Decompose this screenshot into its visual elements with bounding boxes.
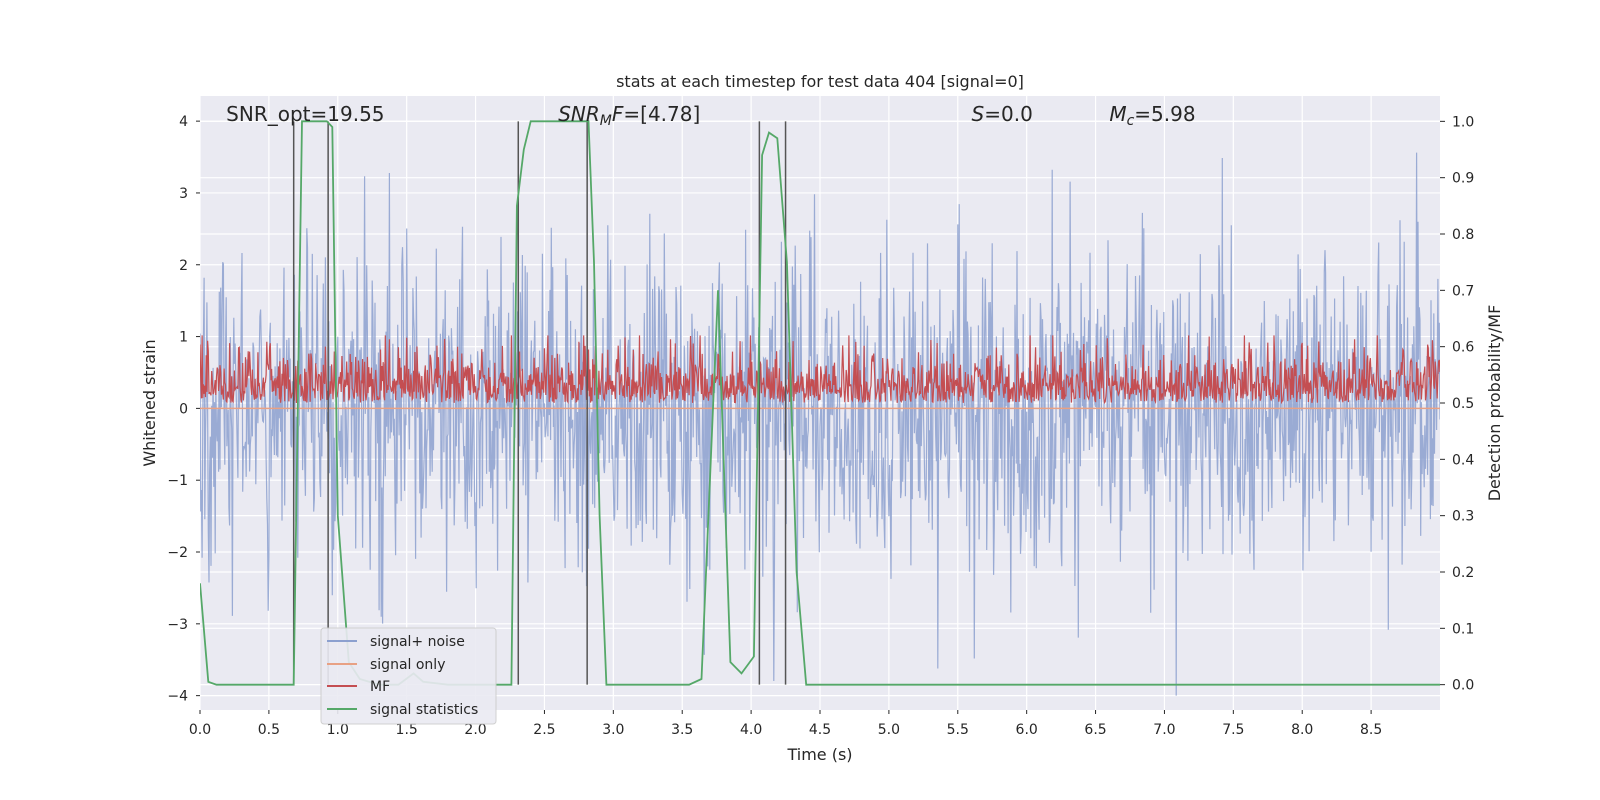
y2-tick-label: 0.9 <box>1452 171 1474 187</box>
legend: signal+ noise signal only MF signal stat… <box>320 627 497 725</box>
y-axis-label: Whitened strain <box>140 339 159 466</box>
series-signal-statistics <box>200 120 1440 686</box>
x-tick-label: 4.5 <box>809 722 831 738</box>
x-tick-label: 8.5 <box>1360 722 1382 738</box>
x-tick-label: 0.0 <box>189 722 211 738</box>
y2-tick-label: 0.7 <box>1452 283 1474 299</box>
series <box>200 120 1440 696</box>
x-tick-label: 7.5 <box>1222 722 1244 738</box>
axes: 0.0 0.5 1.0 1.5 2.0 2.5 3.0 3.5 4.0 4.5 5.0 5.5 6.0 6… <box>167 114 1474 738</box>
x-tick-label: 3.0 <box>602 722 624 738</box>
annotation-snr-mf: SNRMF=[4.78] <box>558 102 700 129</box>
y-tick-label: 1 <box>179 330 188 346</box>
x-axis-label: Time (s) <box>786 745 852 764</box>
y2-tick-label: 1.0 <box>1452 114 1474 130</box>
annotation-s: S=0.0 <box>972 102 1033 126</box>
y-tick-label: 3 <box>179 186 188 202</box>
x-tick-label: 6.0 <box>1016 722 1038 738</box>
x-tick-label: 1.0 <box>327 722 349 738</box>
x-tick-label: 6.5 <box>1084 722 1106 738</box>
y-tick-label: −3 <box>167 617 188 633</box>
y-tick-label: −4 <box>167 689 188 705</box>
series-mf <box>200 335 1440 405</box>
y-tick-label: 4 <box>179 114 188 130</box>
annotations: SNR_opt=19.55 SNRMF=[4.78] S=0.0 Mc=5.98 <box>226 102 1195 129</box>
y-tick-label: 2 <box>179 258 188 274</box>
x-tick-label: 3.5 <box>671 722 693 738</box>
legend-label-signal-statistics: signal statistics <box>370 702 478 718</box>
y2-tick-label: 0.8 <box>1452 227 1474 243</box>
y-tick-label: −2 <box>167 545 188 561</box>
x-tick-label: 0.5 <box>258 722 280 738</box>
y2-tick-label: 0.5 <box>1452 396 1474 412</box>
legend-label-mf: MF <box>370 679 390 695</box>
y2-tick-label: 0.6 <box>1452 340 1474 356</box>
x-tick-label: 8.0 <box>1291 722 1313 738</box>
chart-title: stats at each timestep for test data 404… <box>616 72 1024 91</box>
y2-tick-label: 0.4 <box>1452 452 1474 468</box>
legend-label-signal-only: signal only <box>370 657 445 673</box>
legend-label-signal-noise: signal+ noise <box>370 634 465 650</box>
y2-axis-label: Detection probability/MF <box>1485 305 1504 502</box>
x-tick-label: 4.0 <box>740 722 762 738</box>
y-tick-label: −1 <box>167 473 188 489</box>
x-tick-label: 7.0 <box>1153 722 1175 738</box>
y2-tick-label: 0.0 <box>1452 678 1474 694</box>
legend-box <box>320 627 497 725</box>
y2-tick-label: 0.3 <box>1452 509 1474 525</box>
y2-tick-label: 0.2 <box>1452 565 1474 581</box>
x-tick-label: 2.0 <box>464 722 486 738</box>
y2-tick-label: 0.1 <box>1452 621 1474 637</box>
annotation-mc: Mc=5.98 <box>1109 102 1195 129</box>
y-tick-label: 0 <box>179 401 188 417</box>
x-tick-label: 1.5 <box>396 722 418 738</box>
x-tick-label: 5.0 <box>878 722 900 738</box>
x-tick-label: 5.5 <box>947 722 969 738</box>
annotation-snr-opt: SNR_opt=19.55 <box>226 102 384 126</box>
x-tick-label: 2.5 <box>533 722 555 738</box>
